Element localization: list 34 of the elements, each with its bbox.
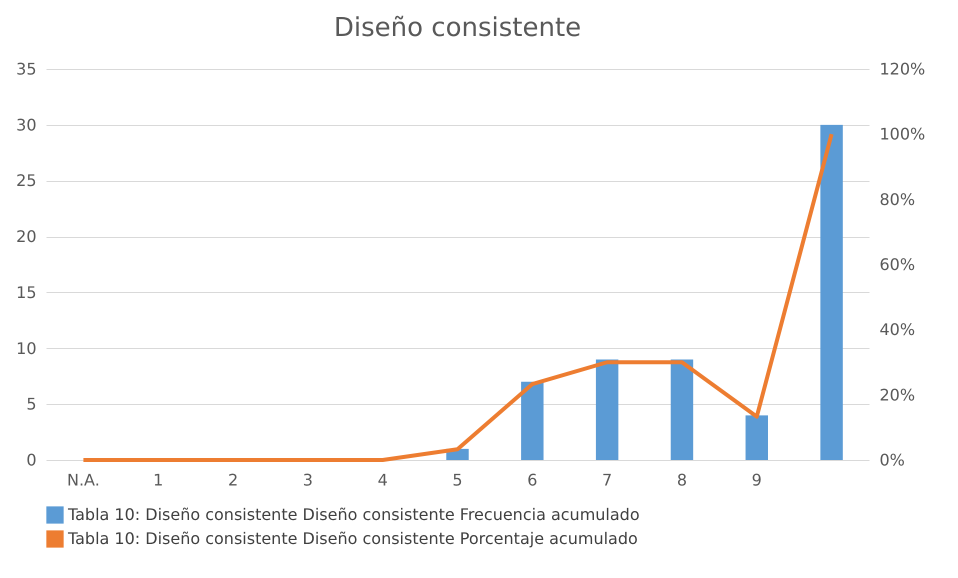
y-tick-label: 35 [16, 60, 36, 78]
x-tick-label: 6 [527, 470, 538, 490]
x-tick-label: 8 [676, 470, 688, 490]
x-tick-label: 1 [153, 470, 164, 490]
x-tick-label: 4 [378, 470, 388, 490]
y-tick-label: 30 [16, 115, 36, 134]
y2-tick-label: 0% [880, 450, 905, 470]
x-tick-label: 9 [752, 470, 762, 490]
y2-tick-label: 100% [880, 124, 926, 144]
y-tick-label: 25 [16, 171, 36, 190]
bar [670, 359, 694, 460]
y2-tick-label: 80% [880, 190, 916, 209]
x-tick-label: 7 [602, 470, 612, 490]
y2-tick-label: 20% [880, 385, 916, 404]
bar [596, 359, 618, 460]
y-tick-label: 15 [16, 282, 36, 302]
y2-tick-label: 60% [880, 255, 916, 274]
bar [820, 124, 843, 460]
line-series [81, 132, 834, 462]
legend-label: Tabla 10: Diseño consistente Diseño consistente Frecuencia acumulado [67, 505, 640, 524]
y2-tick-label: 40% [880, 320, 916, 340]
bar [746, 415, 768, 460]
x-tick-label: 3 [302, 470, 313, 490]
legend-label: Tabla 10: Diseño consistente Diseño consistente Porcentaje acumulado [67, 529, 638, 548]
chart-title: Diseño consistente [334, 13, 582, 43]
x-tick-label: N.A. [67, 470, 100, 490]
y-tick-label: 0 [26, 450, 36, 470]
y2-tick-label: 120% [880, 60, 926, 78]
y-tick-label: 10 [16, 338, 36, 358]
x-tick-label: 2 [228, 470, 238, 490]
y-tick-label: 20 [16, 227, 36, 246]
y-tick-label: 5 [26, 394, 36, 414]
bar [521, 382, 544, 460]
x-tick-label: 5 [452, 470, 463, 490]
